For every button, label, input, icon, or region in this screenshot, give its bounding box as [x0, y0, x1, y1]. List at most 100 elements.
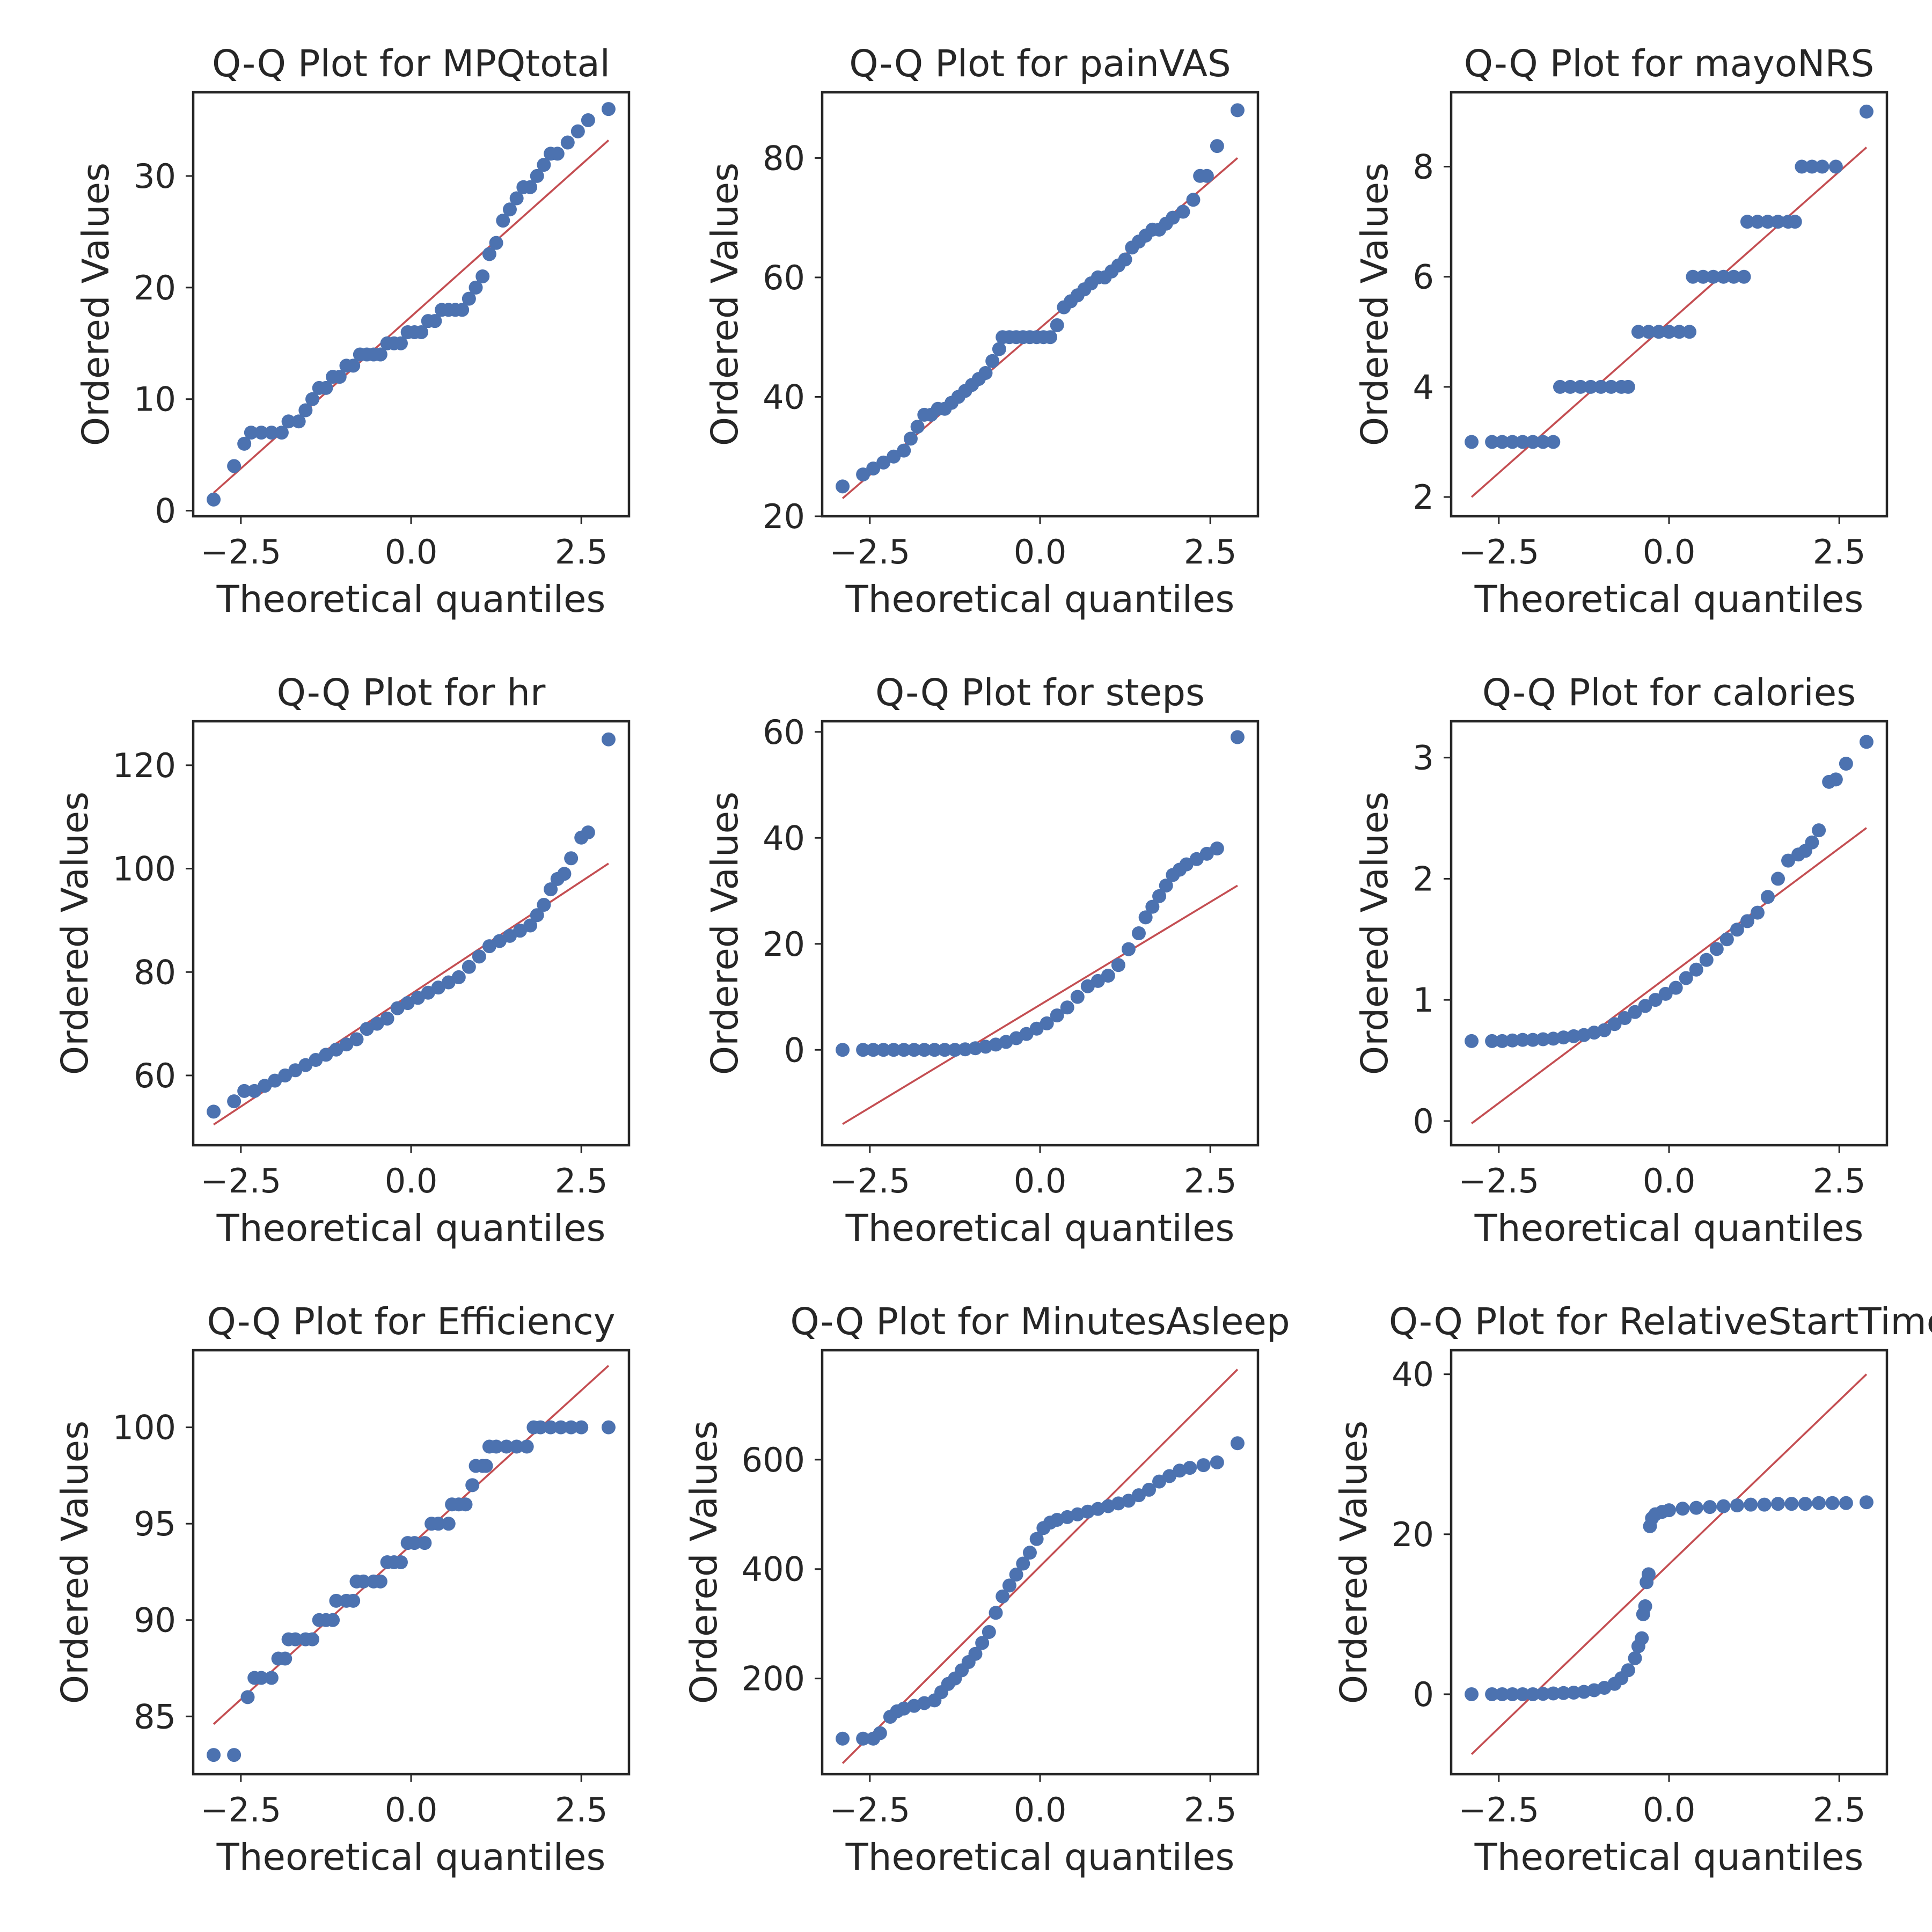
chart-title: Q-Q Plot for calories [1482, 671, 1856, 714]
data-point [866, 461, 881, 475]
data-point [1719, 932, 1734, 947]
data-point [1628, 1005, 1642, 1019]
y-tick-label: 30 [134, 157, 176, 196]
y-tick-label: 400 [742, 1550, 805, 1589]
data-point [441, 1517, 456, 1531]
x-tick-label: −2.5 [830, 532, 911, 572]
data-point [836, 1043, 850, 1057]
data-point [1199, 169, 1214, 183]
data-point [227, 459, 241, 473]
data-point [1828, 159, 1843, 174]
data-point [917, 1043, 932, 1057]
data-point [489, 1439, 503, 1454]
data-point [1546, 1031, 1561, 1046]
data-point [560, 135, 575, 150]
data-point [1771, 1497, 1785, 1511]
chart-title: Q-Q Plot for steps [875, 671, 1205, 714]
data-point [982, 1624, 996, 1639]
data-point [1485, 1687, 1499, 1701]
data-point [1682, 325, 1697, 339]
data-point [1815, 159, 1829, 174]
data-point [1709, 942, 1724, 956]
data-point [544, 882, 558, 897]
data-point [1516, 1033, 1530, 1047]
data-point [1730, 923, 1744, 937]
data-point [927, 1043, 942, 1057]
data-point [1716, 1499, 1731, 1513]
data-point [1118, 252, 1132, 267]
data-point [523, 180, 538, 194]
data-point [530, 908, 544, 923]
plot-frame [821, 720, 1260, 1147]
data-point [1784, 1497, 1799, 1511]
data-point [1604, 379, 1619, 394]
data-point [1022, 1546, 1037, 1560]
data-point [502, 202, 517, 217]
data-point [1016, 1556, 1030, 1571]
data-point [581, 113, 595, 127]
x-tick-label: 0.0 [1643, 1161, 1696, 1201]
y-axis-label: Ordered Values [704, 163, 747, 446]
chart-title: Q-Q Plot for MinutesAsleep [790, 1300, 1290, 1343]
y-tick-label: 90 [134, 1601, 176, 1640]
data-point [1744, 1497, 1758, 1512]
data-point [462, 291, 476, 306]
data-point [1638, 1599, 1652, 1613]
y-tick-label: 2 [1413, 859, 1434, 898]
data-point [244, 426, 258, 440]
data-point [1131, 926, 1146, 940]
data-point [948, 1043, 962, 1057]
data-point [958, 1042, 972, 1057]
x-tick-label: −2.5 [830, 1790, 911, 1829]
data-point [1196, 1458, 1211, 1473]
y-tick-label: 20 [1392, 1515, 1434, 1554]
data-point [1159, 879, 1173, 893]
data-point [873, 1726, 887, 1740]
chart-title: Q-Q Plot for painVAS [849, 42, 1231, 85]
data-point [1121, 942, 1136, 956]
chart-title: Q-Q Plot for RelativeStartTime [1389, 1300, 1932, 1343]
x-axis-label: Theoretical quantiles [216, 578, 606, 621]
data-point [1536, 1687, 1550, 1701]
data-point [237, 1084, 252, 1098]
data-point [1183, 1461, 1197, 1475]
data-point [1060, 1000, 1074, 1015]
data-point [472, 949, 486, 964]
data-point [509, 1439, 524, 1454]
data-point [968, 1646, 983, 1661]
data-point [1210, 1455, 1224, 1469]
data-point [254, 426, 268, 440]
data-point [1526, 1687, 1540, 1701]
data-point [373, 1574, 387, 1589]
data-point [373, 347, 387, 362]
data-point [1839, 1496, 1853, 1510]
data-point [1658, 986, 1673, 1001]
x-tick-label: 0.0 [1643, 1790, 1696, 1829]
data-point [1230, 1436, 1245, 1451]
data-point [1859, 1495, 1874, 1510]
data-point [1516, 435, 1530, 449]
data-point [537, 158, 551, 172]
y-tick-label: 80 [134, 953, 176, 992]
data-point [523, 918, 538, 933]
data-point [1465, 1034, 1479, 1048]
chart-title: Q-Q Plot for hr [277, 671, 546, 714]
data-point [1210, 139, 1224, 153]
x-axis-label: Theoretical quantiles [845, 578, 1235, 621]
y-tick-label: 60 [134, 1056, 176, 1095]
data-point [1781, 853, 1796, 868]
data-point [1526, 1033, 1540, 1047]
y-axis-label: Ordered Values [1353, 792, 1396, 1075]
data-point [1594, 379, 1608, 394]
reference-line [841, 1368, 1239, 1764]
y-tick-label: 60 [763, 258, 805, 297]
data-point [1563, 379, 1578, 394]
data-point [1029, 1532, 1044, 1546]
data-point [482, 247, 496, 261]
data-point [1771, 215, 1785, 229]
qq-panel-7: Q-Q Plot for Efficiency −2.5 0.0 2.5 85 90 95 1… [54, 1300, 631, 1879]
data-point [985, 354, 1000, 368]
data-point [989, 1606, 1003, 1620]
x-tick-label: 0.0 [385, 532, 438, 572]
data-point [346, 1593, 361, 1608]
